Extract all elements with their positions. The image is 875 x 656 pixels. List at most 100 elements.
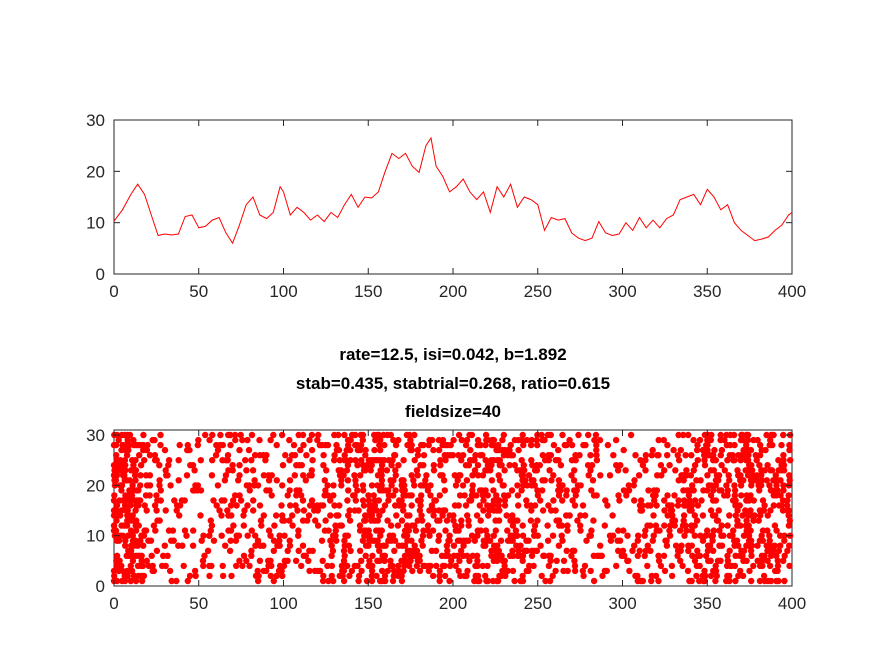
spike-point (418, 512, 425, 519)
spike-point (262, 457, 269, 464)
spike-point (465, 517, 472, 524)
spike-point (541, 552, 548, 559)
spike-point (347, 457, 354, 464)
spike-point (328, 552, 335, 559)
spike-point (635, 472, 643, 479)
spike-point (240, 552, 248, 559)
spike-point (173, 577, 180, 585)
spike-point (308, 431, 316, 439)
spike-point (322, 487, 329, 494)
spike-point (136, 452, 143, 459)
spike-point (152, 527, 159, 534)
spike-point (482, 431, 490, 439)
spike-point (309, 502, 316, 509)
spike-point (132, 577, 140, 585)
spike-point (387, 431, 394, 439)
spike-point (199, 557, 207, 564)
spike-point (173, 507, 180, 514)
spike-point (332, 532, 339, 539)
spike-point (531, 522, 539, 529)
spike-point (384, 517, 391, 524)
spike-point (331, 457, 338, 464)
spike-point (331, 502, 338, 509)
spike-point (260, 472, 268, 479)
spike-point (571, 502, 579, 509)
spike-point (128, 567, 136, 575)
spike-point (534, 517, 541, 524)
spike-point (375, 431, 382, 439)
spike-point (641, 552, 648, 559)
spike-point (581, 512, 589, 519)
spike-point (671, 492, 678, 499)
rate-trace-x-tick-label: 300 (608, 282, 636, 301)
spike-point (691, 532, 698, 539)
spike-point (162, 562, 169, 570)
spike-point (547, 452, 555, 459)
spike-point (642, 467, 649, 474)
spike-point (726, 512, 733, 519)
spike-point (219, 572, 227, 580)
spike-point (629, 547, 636, 554)
spike-point (518, 457, 525, 464)
spike-point (357, 441, 365, 449)
rate-trace-x-tick-label: 250 (524, 282, 552, 301)
spike-point (419, 532, 427, 539)
spike-point (306, 567, 313, 575)
spike-point (787, 457, 794, 464)
spike-point (197, 487, 205, 494)
spike-point (330, 482, 337, 489)
spike-point (678, 542, 685, 549)
spike-point (314, 436, 321, 444)
spike-point (312, 517, 319, 524)
spike-point (318, 537, 326, 544)
spike-point (675, 457, 683, 464)
spike-point (680, 517, 687, 524)
rate-trace-x-tick-label: 350 (693, 282, 721, 301)
spike-point (704, 441, 711, 449)
spike-point (601, 522, 608, 529)
spike-point (555, 477, 563, 484)
spike-point (300, 507, 308, 514)
spike-point (533, 436, 540, 444)
spike-point (306, 436, 313, 444)
spike-point (688, 542, 695, 549)
spike-point (270, 431, 277, 439)
spike-point (717, 431, 724, 439)
spike-point (394, 522, 402, 529)
spike-point (368, 512, 376, 519)
spike-point (138, 552, 145, 559)
spike-point (356, 522, 364, 529)
spike-point (138, 577, 146, 585)
spike-point (754, 557, 761, 564)
spike-point (442, 457, 449, 464)
spike-point (346, 572, 353, 580)
spike-point (724, 557, 732, 564)
spike-point (757, 441, 764, 449)
spike-point (610, 452, 617, 459)
spike-point (117, 512, 124, 519)
spike-point (559, 482, 566, 489)
spike-point (413, 547, 421, 554)
spike-point (441, 572, 449, 580)
spike-point (684, 567, 692, 575)
spike-point (379, 507, 386, 514)
spike-point (612, 436, 620, 444)
spike-point (731, 482, 738, 489)
spike-point (488, 462, 495, 469)
spike-point (151, 436, 158, 444)
spike-point (411, 522, 418, 529)
spike-point (767, 552, 775, 559)
spike-point (737, 482, 745, 489)
spike-point (268, 492, 275, 499)
spike-point (123, 522, 131, 529)
spike-point (471, 537, 478, 544)
spike-point (443, 517, 451, 524)
spike-point (121, 472, 128, 479)
raster-title-line-1: rate=12.5, isi=0.042, b=1.892 (339, 345, 566, 364)
spike-point (587, 452, 594, 459)
spike-point (113, 472, 121, 479)
spike-point (208, 472, 216, 479)
spike-point (707, 572, 715, 580)
spike-point (119, 567, 126, 575)
spike-point (308, 467, 315, 474)
